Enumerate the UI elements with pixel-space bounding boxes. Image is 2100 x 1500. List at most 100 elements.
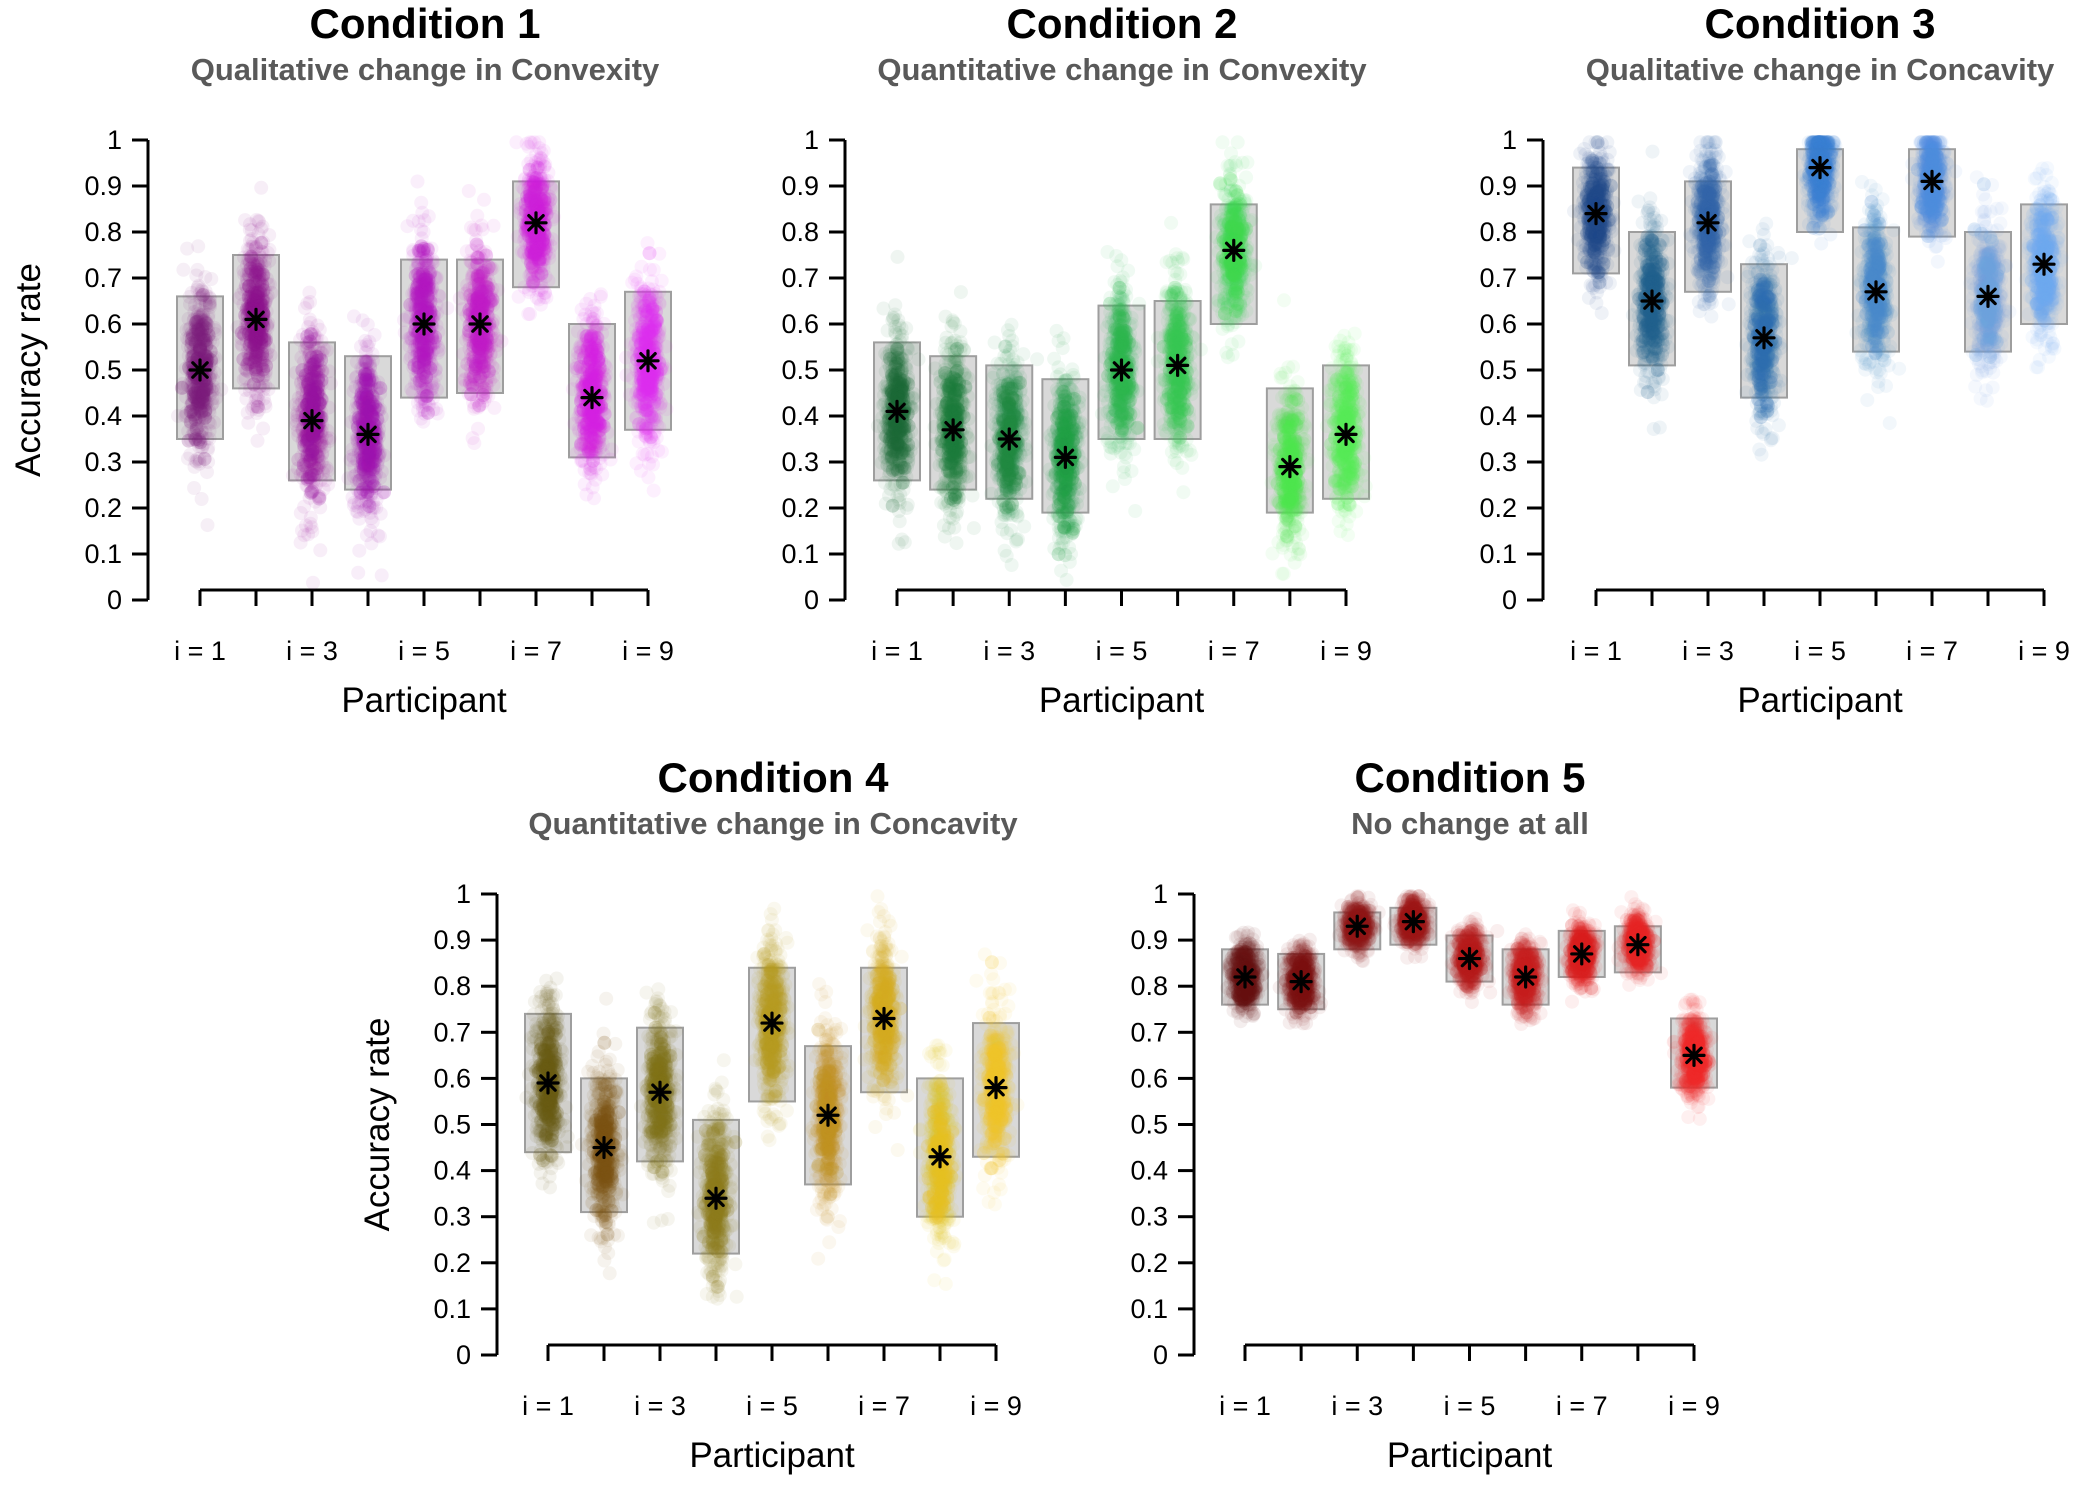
sample-point bbox=[464, 387, 479, 402]
sample-point bbox=[202, 290, 217, 305]
y-tick-label: 0.8 bbox=[84, 217, 122, 247]
x-tick-label: i = 1 bbox=[871, 636, 923, 666]
sample-point bbox=[183, 297, 197, 312]
sample-point bbox=[185, 389, 200, 404]
sample-point bbox=[198, 296, 213, 311]
x-tick-label: i = 5 bbox=[1096, 636, 1148, 666]
sample-point bbox=[374, 568, 389, 583]
sample-point bbox=[176, 262, 191, 277]
sample-point bbox=[198, 397, 213, 412]
mean-marker bbox=[580, 386, 604, 410]
x-tick-label: i = 9 bbox=[622, 636, 674, 666]
sample-point bbox=[203, 300, 217, 314]
sample-point bbox=[362, 499, 377, 514]
sample-point bbox=[197, 334, 212, 349]
sample-point bbox=[647, 317, 662, 332]
sample-point bbox=[461, 184, 476, 198]
mean-marker bbox=[412, 312, 436, 336]
sample-point bbox=[189, 399, 204, 414]
sample-point bbox=[190, 309, 205, 324]
sample-point bbox=[640, 305, 655, 320]
y-tick-label: 0.3 bbox=[84, 447, 122, 477]
sample-point bbox=[248, 360, 263, 375]
sample-point bbox=[416, 225, 431, 239]
sample-point bbox=[184, 382, 199, 397]
y-tick-label: 0.7 bbox=[84, 263, 122, 293]
sample-cloud bbox=[285, 285, 338, 590]
sample-point bbox=[250, 399, 265, 414]
panel-title: Condition 1 bbox=[310, 0, 541, 47]
y-tick-label: 0.9 bbox=[781, 171, 819, 201]
sample-point bbox=[201, 324, 216, 339]
y-tick-label: 1 bbox=[804, 125, 819, 155]
sample-point bbox=[192, 310, 207, 325]
x-tick-label: i = 7 bbox=[1208, 636, 1260, 666]
sample-point bbox=[353, 486, 368, 500]
y-axis-label: Accuracy rate bbox=[9, 263, 48, 477]
panel-subtitle: Quantitative change in Convexity bbox=[877, 52, 1367, 87]
sample-point bbox=[189, 399, 204, 414]
sample-point bbox=[175, 376, 190, 391]
sample-point bbox=[184, 417, 199, 431]
sample-point bbox=[191, 339, 206, 354]
sample-point bbox=[189, 268, 204, 283]
sample-point bbox=[349, 504, 364, 519]
y-tick-label: 0.5 bbox=[781, 355, 819, 385]
sample-point bbox=[305, 391, 320, 405]
sample-point bbox=[642, 246, 657, 261]
sample-point bbox=[181, 311, 196, 326]
sample-point bbox=[365, 515, 380, 529]
sample-point bbox=[202, 295, 217, 310]
sample-point bbox=[203, 333, 217, 348]
sample-point bbox=[187, 432, 202, 447]
sample-point bbox=[198, 313, 213, 328]
y-tick-label: 0.9 bbox=[84, 171, 122, 201]
x-tick-label: i = 3 bbox=[286, 636, 338, 666]
sample-point bbox=[242, 222, 257, 237]
sample-point bbox=[410, 174, 425, 189]
sample-point bbox=[298, 368, 313, 383]
sample-point bbox=[199, 376, 214, 391]
sample-point bbox=[419, 370, 434, 385]
sample-point bbox=[246, 377, 261, 392]
sample-point bbox=[593, 289, 608, 304]
sample-point bbox=[205, 396, 220, 411]
sample-point bbox=[303, 334, 318, 349]
sample-cloud bbox=[171, 239, 229, 533]
sample-point bbox=[202, 381, 216, 396]
sample-point bbox=[188, 389, 203, 404]
sample-point bbox=[236, 352, 251, 367]
sample-point bbox=[198, 404, 213, 419]
sample-point bbox=[201, 454, 216, 469]
y-tick-label: 0.3 bbox=[781, 447, 819, 477]
sample-point bbox=[188, 326, 203, 341]
sample-point bbox=[362, 471, 377, 486]
sample-point bbox=[197, 332, 212, 347]
sample-point bbox=[415, 205, 430, 220]
sample-point bbox=[358, 354, 373, 369]
x-tick-label: i = 7 bbox=[510, 636, 562, 666]
sample-point bbox=[195, 380, 210, 395]
sample-point bbox=[192, 398, 207, 413]
sample-point bbox=[585, 365, 599, 380]
sample-point bbox=[194, 351, 209, 366]
sample-point bbox=[195, 331, 210, 346]
sample-point bbox=[180, 378, 195, 393]
sample-point bbox=[198, 402, 213, 417]
y-tick-label: 0.6 bbox=[84, 309, 122, 339]
sample-point bbox=[242, 279, 257, 294]
sample-point bbox=[586, 432, 601, 446]
sample-point bbox=[204, 272, 219, 286]
x-tick-label: i = 3 bbox=[983, 636, 1035, 666]
sample-point bbox=[377, 485, 391, 500]
sample-point bbox=[196, 436, 211, 451]
sample-point bbox=[637, 284, 652, 299]
sample-point bbox=[521, 307, 536, 321]
sample-point bbox=[646, 483, 661, 498]
sample-point bbox=[207, 415, 222, 430]
x-tick-label: i = 5 bbox=[398, 636, 450, 666]
sample-point bbox=[188, 413, 203, 428]
sample-point bbox=[193, 340, 208, 354]
y-tick-label: 0.4 bbox=[781, 401, 819, 431]
